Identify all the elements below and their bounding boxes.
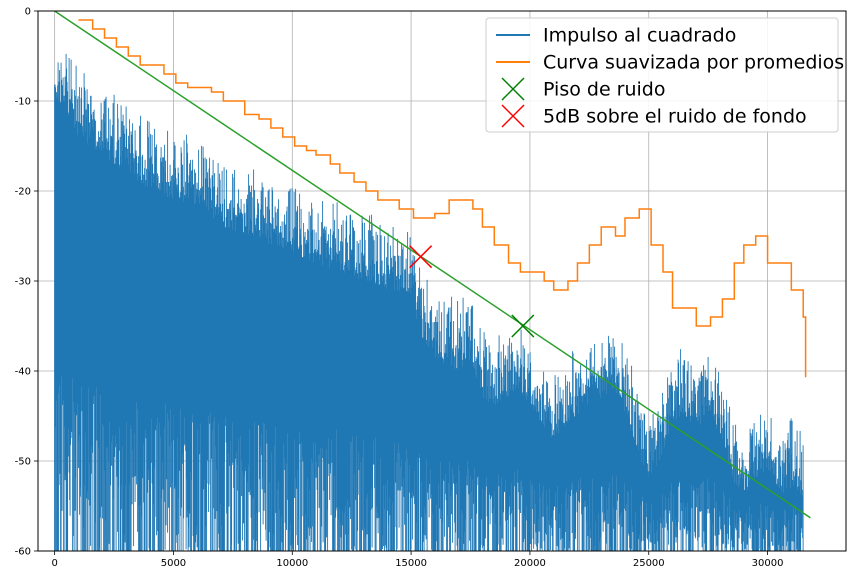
marker-5db-sobre-ruido (409, 245, 433, 269)
x-tick-label: 20000 (514, 558, 546, 569)
series-curva-suavizada (78, 19, 807, 378)
legend-entry: Impulso al cuadrado (496, 25, 736, 47)
y-tick-label: -20 (15, 187, 31, 198)
series-regression-line (54, 11, 811, 519)
legend-x-swatch (501, 104, 525, 128)
y-tick-label: -30 (15, 277, 31, 288)
legend-label: Piso de ruido (543, 79, 666, 101)
x-tick-label: 10000 (276, 558, 308, 569)
y-tick-label: 0 (25, 7, 31, 18)
legend-label: 5dB sobre el ruido de fondo (543, 106, 807, 128)
y-axis-ticks: 0 -10 -20 -30 -40 -50 -60 (15, 7, 38, 558)
legend-label: Impulso al cuadrado (543, 25, 736, 47)
legend-entry: Piso de ruido (501, 77, 666, 101)
legend-box (485, 17, 839, 133)
legend-label: Curva suavizada por promedios (543, 52, 844, 74)
y-tick-label: -60 (15, 547, 31, 558)
x-tick-label: 25000 (633, 558, 665, 569)
data-layer (54, 11, 811, 551)
y-tick-label: -50 (15, 457, 31, 468)
legend-entry: 5dB sobre el ruido de fondo (501, 104, 807, 128)
legend-x-swatch (501, 77, 525, 101)
y-tick-label: -40 (15, 367, 31, 378)
x-tick-label: 30000 (752, 558, 784, 569)
legend-entry: Curva suavizada por promedios (496, 52, 844, 74)
marker-piso-ruido (511, 314, 535, 338)
y-tick-label: -10 (15, 97, 31, 108)
legend: Impulso al cuadrado Curva suavizada por p… (485, 17, 844, 133)
marker-stroke (409, 245, 433, 269)
x-axis-ticks: 0 5000 10000 15000 20000 25000 30000 (51, 551, 783, 569)
marker-stroke (511, 314, 535, 338)
series-impulso-cuadrado (54, 53, 804, 551)
x-tick-label: 15000 (395, 558, 427, 569)
marker-layer (409, 245, 535, 338)
x-tick-label: 0 (51, 558, 57, 569)
x-tick-label: 5000 (161, 558, 186, 569)
